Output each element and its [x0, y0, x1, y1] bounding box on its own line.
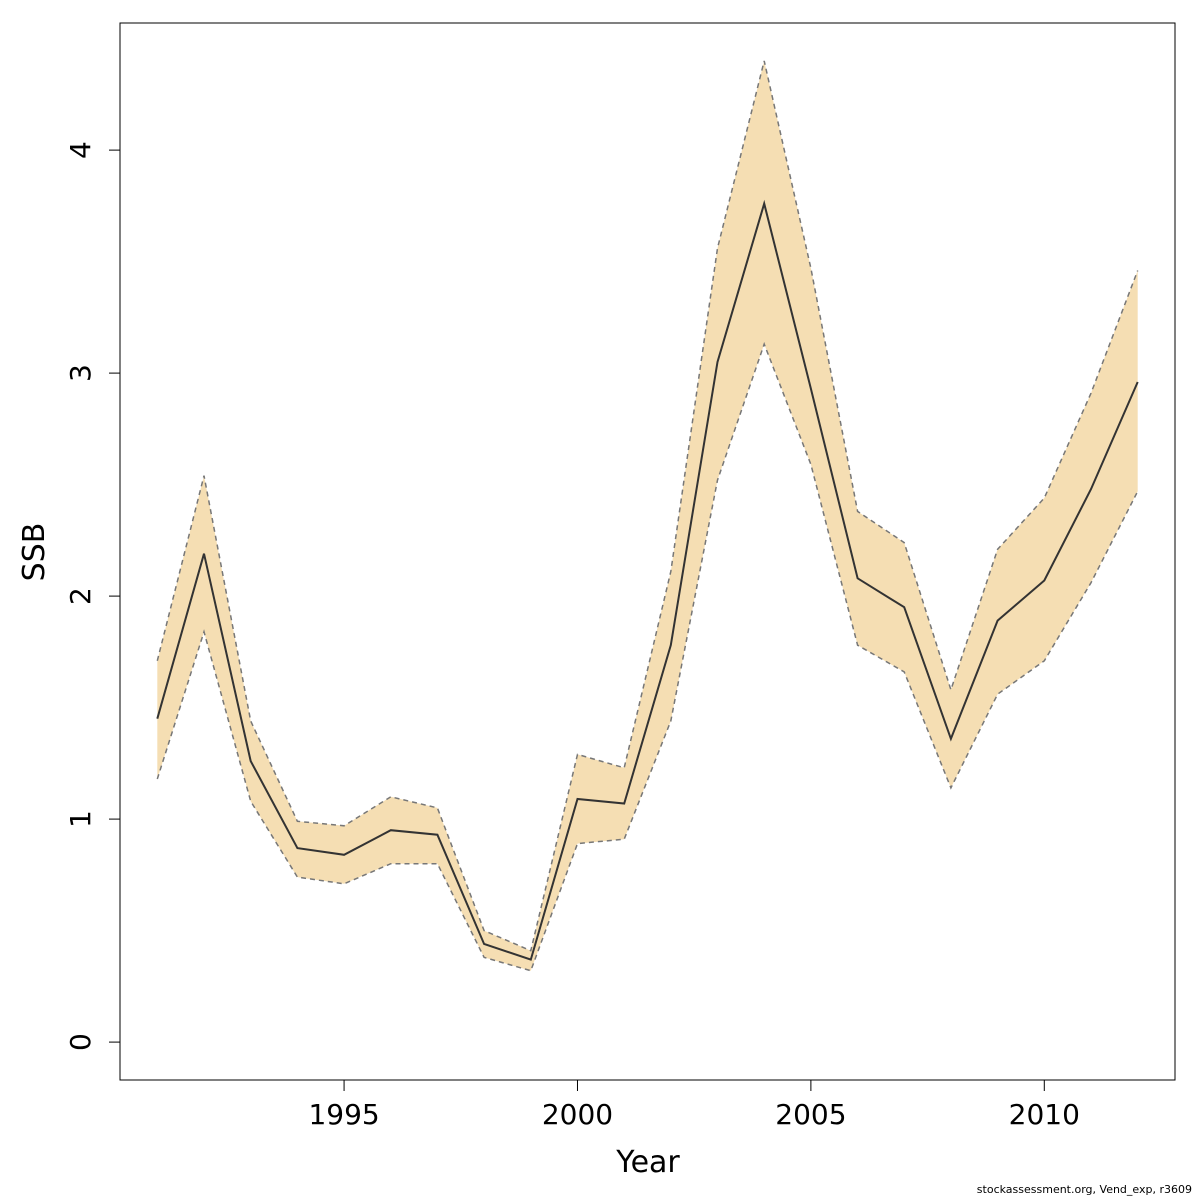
x-tick-label: 2010 — [1009, 1098, 1080, 1131]
confidence-band — [157, 60, 1138, 971]
y-tick-label: 3 — [64, 364, 97, 382]
y-tick-label: 1 — [64, 810, 97, 828]
y-tick-label: 4 — [64, 141, 97, 159]
x-tick-label: 2005 — [775, 1098, 846, 1131]
y-tick-label: 0 — [64, 1033, 97, 1051]
lower-bound-line — [156, 341, 1139, 972]
footer-note: stockassessment.org, Vend_exp, r3609 — [976, 1183, 1192, 1196]
y-axis-title: SSB — [17, 523, 52, 582]
x-tick-label: 1995 — [308, 1098, 379, 1131]
upper-bound-line — [156, 60, 1139, 952]
y-tick-label: 2 — [64, 587, 97, 605]
ssb-estimate-line — [156, 199, 1139, 961]
x-tick-label: 2000 — [542, 1098, 613, 1131]
x-axis-title: Year — [615, 1145, 680, 1180]
